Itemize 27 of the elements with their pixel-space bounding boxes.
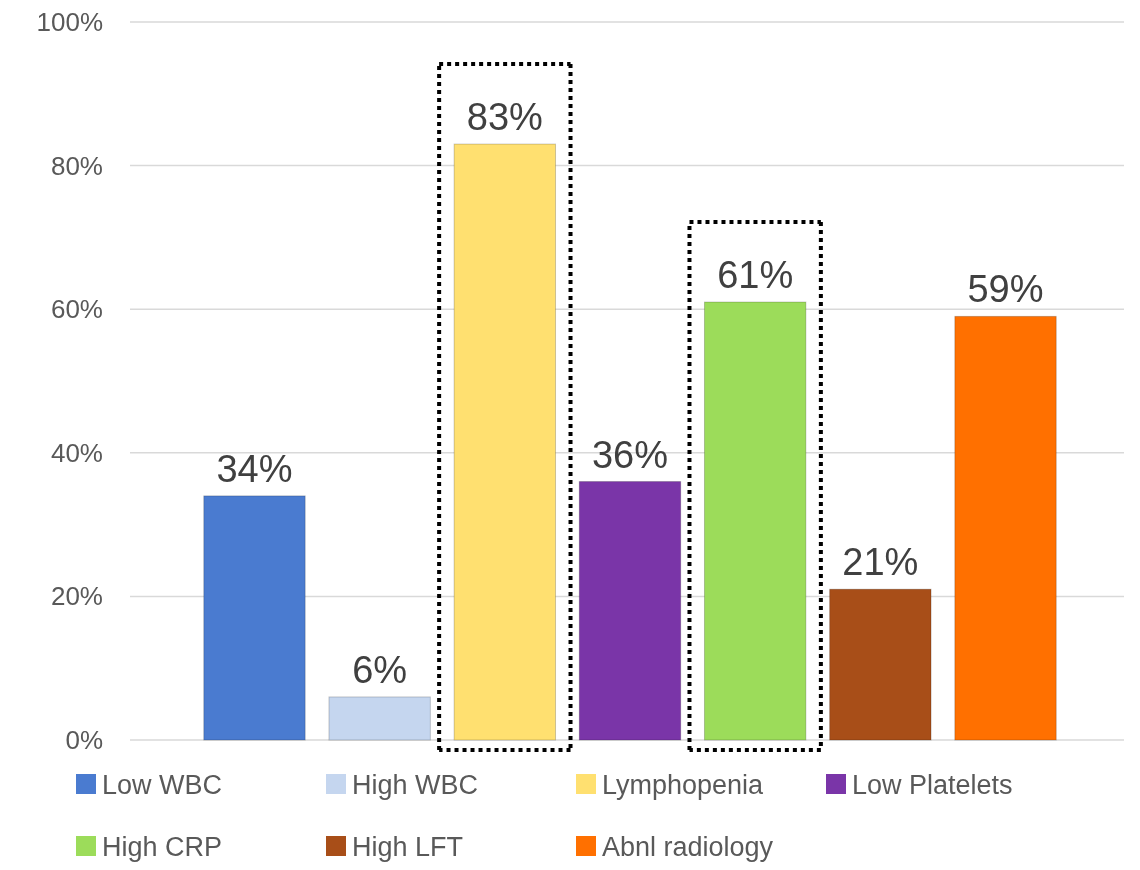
bar [328, 696, 431, 741]
legend-label: High CRP [102, 832, 223, 862]
text: 61% [717, 254, 794, 297]
text: 6% [352, 648, 408, 691]
y-tick-label: 40% [50, 437, 103, 468]
legend-label: High LFT [352, 832, 464, 862]
y-tick-label: 80% [50, 150, 103, 181]
y-tick-label: 20% [50, 581, 103, 612]
legend-label: Low Platelets [852, 770, 1013, 800]
bar [203, 495, 306, 741]
bar [829, 588, 932, 741]
legend-label: High WBC [352, 770, 479, 800]
legend-label: Lymphopenia [602, 770, 765, 800]
bar [703, 301, 807, 741]
text: 36% [591, 433, 669, 476]
text: 34% [216, 447, 293, 490]
y-tick-label: 100% [36, 7, 103, 37]
text: 59% [967, 268, 1044, 311]
legend-label: Low WBC [102, 770, 223, 800]
bar [453, 143, 557, 741]
bar [954, 315, 1057, 741]
y-tick-label: 60% [50, 294, 103, 325]
text: 83% [466, 96, 543, 139]
legend-label: Abnl radiology [602, 832, 774, 862]
bar [578, 481, 682, 741]
y-tick-label: 0% [65, 725, 103, 755]
text: 21% [842, 541, 919, 584]
